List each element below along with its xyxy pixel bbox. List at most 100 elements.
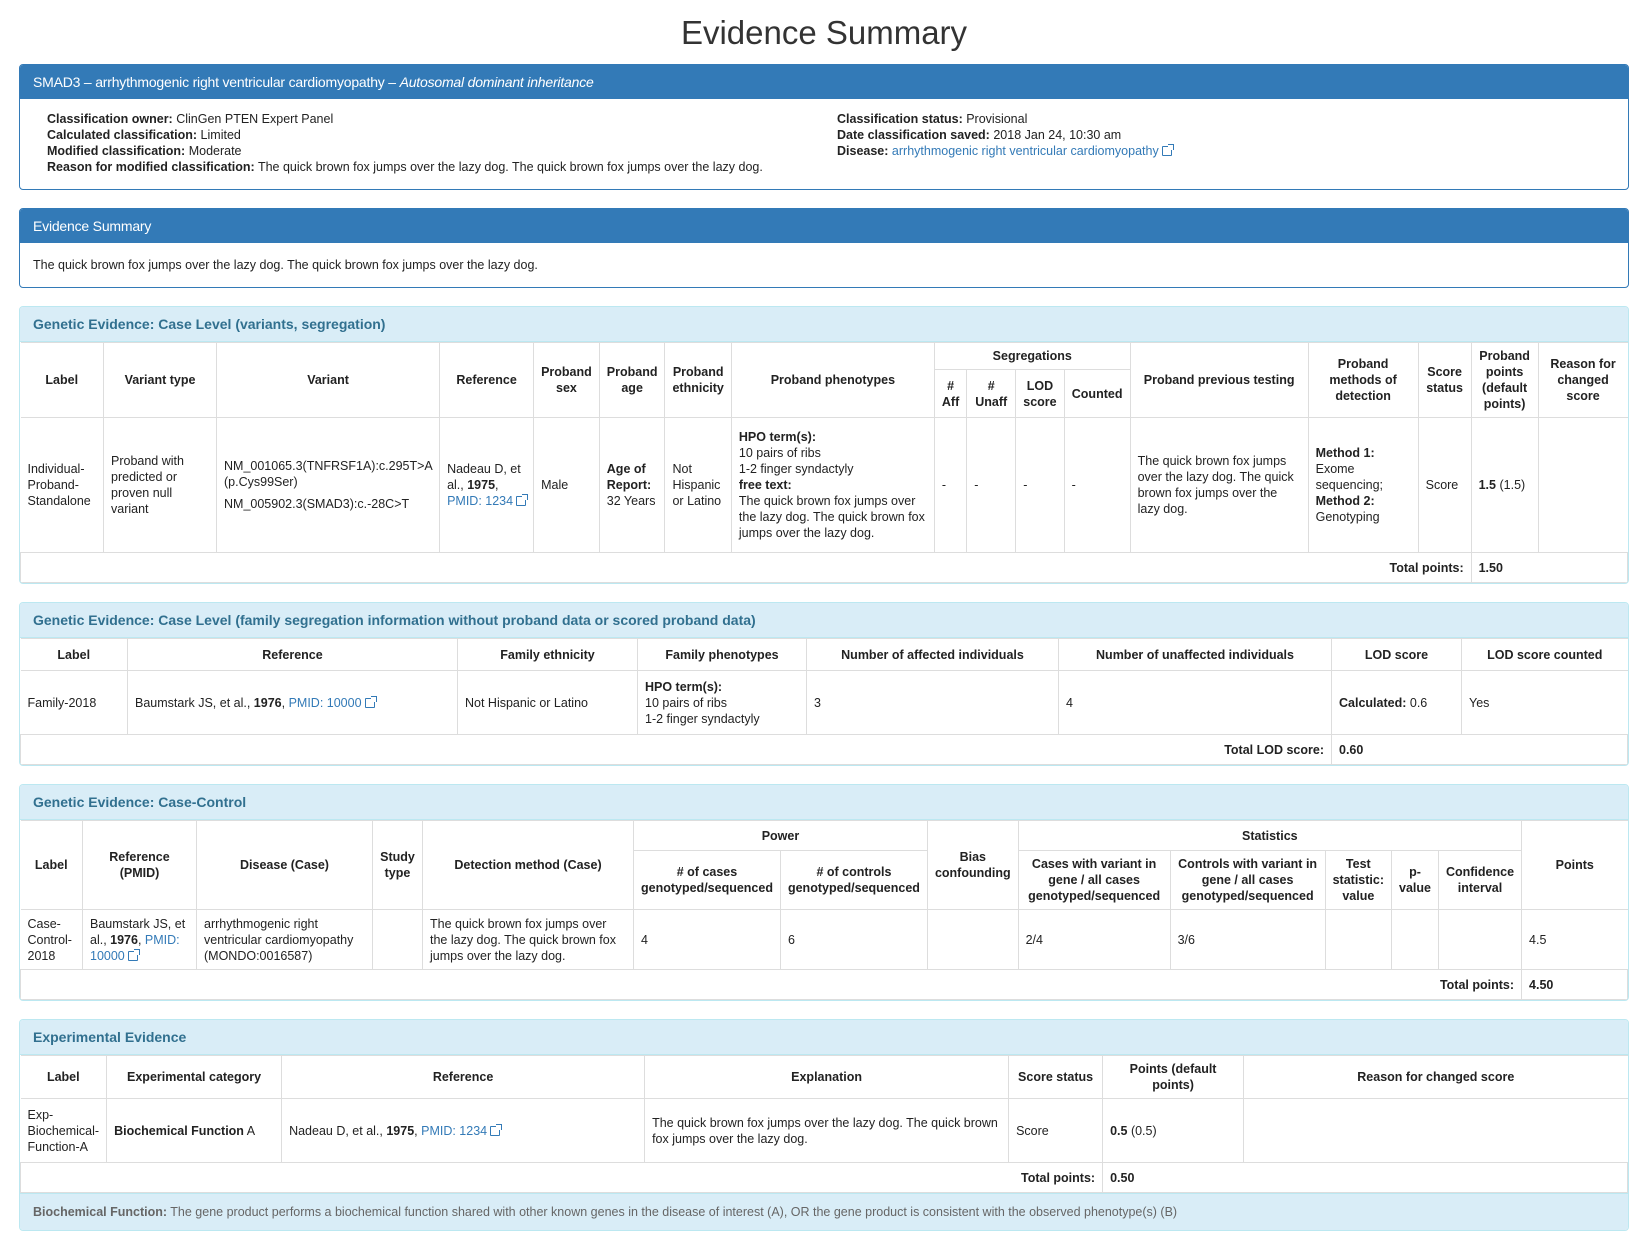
col-p-value: p-value (1391, 850, 1439, 910)
col-proband-age: Proband age (598, 342, 666, 418)
classification-panel: SMAD3 – arrhythmogenic right ventricular… (19, 64, 1629, 190)
col-reason-changed: Reason for changed score (1537, 342, 1628, 418)
cell-category: Biochemical Function A (106, 1098, 283, 1163)
col-confidence-interval: Confidence interval (1437, 850, 1522, 910)
total-row: Total points: 0.50 (20, 1162, 1628, 1193)
total-label: Total points: (20, 1162, 1104, 1193)
col-lod: LOD score (1331, 638, 1462, 671)
external-link-icon[interactable] (516, 494, 529, 506)
col-methods-detection: Proband methods of detection (1307, 342, 1419, 418)
col-score-status: Score status (1417, 342, 1472, 418)
col-aff: # Aff (934, 369, 968, 418)
cell-lod-counted: Yes (1461, 670, 1628, 735)
col-lod: LOD score (1015, 369, 1065, 418)
pmid-link[interactable]: PMID: 1234 (447, 494, 514, 508)
cell-unaff: - (966, 417, 1017, 553)
cell-aff: - (933, 417, 968, 553)
cell-reason (1243, 1098, 1628, 1163)
col-label: Label (20, 638, 128, 671)
cell-unaffected: 4 (1058, 670, 1332, 735)
col-label: Label (20, 1055, 108, 1099)
col-controls: # of controls genotyped/sequenced (779, 850, 928, 910)
cell-cases: 4 (633, 909, 781, 970)
case-level-panel: Genetic Evidence: Case Level (variants, … (19, 306, 1629, 584)
col-affected: Number of affected individuals (806, 638, 1059, 671)
case-control-panel: Genetic Evidence: Case-Control Label Ref… (19, 784, 1629, 1001)
experimental-heading: Experimental Evidence (20, 1020, 1628, 1055)
date-saved: Date classification saved: 2018 Jan 24, … (837, 128, 1122, 142)
pmid-link[interactable]: PMID: 10000 (90, 932, 180, 963)
cell-affected: 3 (806, 670, 1059, 735)
experimental-table: Label Experimental category Reference Ex… (20, 1055, 1628, 1193)
cell-score-status: Score (1008, 1098, 1104, 1163)
cell-lod: Calculated: 0.6 (1331, 670, 1462, 735)
external-link-icon[interactable] (1161, 144, 1174, 156)
external-link-icon[interactable] (490, 1123, 503, 1136)
cell-variant-type: Proband with predicted or proven null va… (103, 417, 217, 553)
cell-points: 4.5 (1521, 909, 1628, 970)
col-reference: Reference (281, 1055, 646, 1099)
col-detection-method: Detection method (Case) (422, 820, 634, 910)
cell-lod: - (1015, 417, 1065, 553)
pmid-link[interactable]: PMID: 1234 (421, 1123, 488, 1138)
family-panel: Genetic Evidence: Case Level (family seg… (19, 602, 1629, 766)
col-previous-testing: Proband previous testing (1129, 342, 1309, 418)
cell-test-statistic (1324, 909, 1393, 970)
col-points: Points (1521, 820, 1628, 910)
case-level-table: Label Variant type Variant Reference Pro… (20, 342, 1628, 583)
col-cases-variant: Cases with variant in gene / all cases g… (1017, 850, 1171, 910)
cell-previous-testing: The quick brown fox jumps over the lazy … (1129, 417, 1309, 553)
cell-cases-variant: 2/4 (1017, 909, 1171, 970)
family-heading: Genetic Evidence: Case Level (family seg… (20, 603, 1628, 638)
col-unaff: # Unaff (966, 369, 1017, 418)
external-link-icon[interactable] (127, 948, 140, 961)
col-explanation: Explanation (644, 1055, 1010, 1099)
cell-reference: Nadeau D, et al., 1975, PMID: 1234 (439, 417, 535, 553)
col-power: Power (633, 820, 928, 851)
modified-classification: Modified classification: Moderate (47, 144, 242, 158)
col-proband-points: Proband points (default points) (1470, 342, 1539, 418)
experimental-panel: Experimental Evidence Label Experimental… (19, 1019, 1629, 1231)
cell-label: Case-Control-2018 (20, 909, 83, 970)
external-link-icon[interactable] (364, 695, 377, 708)
disease-row: Disease: arrhythmogenic right ventricula… (837, 143, 1174, 159)
col-lod-counted: LOD score counted (1461, 638, 1628, 671)
total-row: Total points: 1.50 (20, 552, 1628, 583)
col-proband-sex: Proband sex (533, 342, 600, 418)
table-row: Family-2018 Baumstark JS, et al., 1976, … (20, 670, 1628, 735)
col-study-type: Study type (372, 820, 423, 910)
col-disease: Disease (Case) (196, 820, 373, 910)
col-controls-variant: Controls with variant in gene / all case… (1169, 850, 1326, 910)
col-unaffected: Number of unaffected individuals (1058, 638, 1332, 671)
pmid-link[interactable]: PMID: 10000 (288, 695, 362, 710)
cell-label: Family-2018 (20, 670, 128, 735)
case-control-heading: Genetic Evidence: Case-Control (20, 785, 1628, 820)
experimental-footnote: Biochemical Function: The gene product p… (20, 1193, 1628, 1230)
cell-points: 0.5 (0.5) (1102, 1098, 1245, 1163)
col-counted: Counted (1063, 369, 1131, 418)
cell-reference: Baumstark JS, et al., 1976, PMID: 10000 (82, 909, 197, 970)
family-table: Label Reference Family ethnicity Family … (20, 638, 1628, 765)
col-test-statistic: Test statistic: value (1324, 850, 1393, 910)
col-points: Points (default points) (1102, 1055, 1245, 1099)
cell-phenotypes: HPO term(s): 10 pairs of ribs 1-2 finger s… (730, 417, 935, 553)
modified-reason: Reason for modified classification: The … (47, 160, 763, 174)
col-score-status: Score status (1008, 1055, 1104, 1099)
table-row: Individual-Proband-Standalone Proband wi… (20, 417, 1628, 553)
cell-phenotypes: HPO term(s): 10 pairs of ribs 1-2 finger s… (637, 670, 807, 735)
case-control-table: Label Reference (PMID) Disease (Case) St… (20, 820, 1628, 1000)
cell-sex: Male (533, 417, 600, 553)
page-title: Evidence Summary (680, 14, 968, 51)
cell-ethnicity: Not Hispanic or Latino (664, 417, 732, 553)
col-family-ethnicity: Family ethnicity (457, 638, 638, 671)
total-label: Total points: (20, 552, 1472, 583)
calculated-classification: Calculated classification: Limited (47, 128, 241, 142)
cell-disease: arrhythmogenic right ventricular cardiom… (196, 909, 373, 970)
evidence-summary-text: The quick brown fox jumps over the lazy … (33, 258, 538, 272)
col-variant: Variant (215, 342, 441, 418)
disease-link[interactable]: arrhythmogenic right ventricular cardiom… (891, 144, 1159, 158)
table-row: Case-Control-2018 Baumstark JS, et al., … (20, 909, 1628, 970)
total-label: Total points: (20, 969, 1523, 1000)
cell-reason (1537, 417, 1628, 553)
col-variant-type: Variant type (103, 342, 217, 418)
